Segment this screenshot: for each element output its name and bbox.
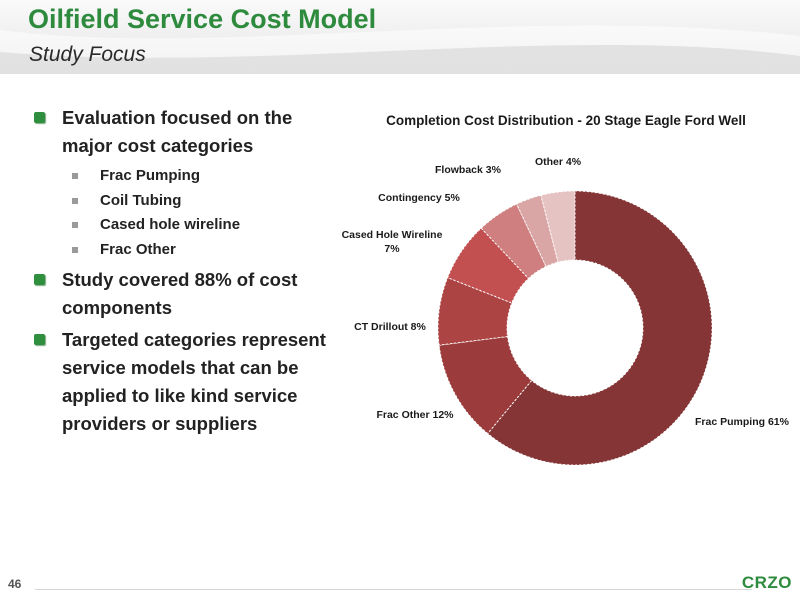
- bullet-marker: [34, 274, 45, 285]
- slice-data-label: Contingency 5%: [378, 192, 460, 204]
- donut-slice: [516, 194, 559, 268]
- bullet-item: Evaluation focused on the major cost cat…: [30, 104, 330, 160]
- slide-subtitle: Study Focus: [29, 43, 146, 66]
- donut-slice: [540, 190, 576, 263]
- sub-bullet-text: Frac Other: [100, 240, 176, 258]
- slice-data-label: Frac Other 12%: [376, 409, 454, 421]
- slide-title: Oilfield Service Cost Model: [28, 4, 377, 34]
- sub-bullet-marker: [72, 246, 78, 253]
- sub-bullet-marker: [72, 222, 78, 228]
- slice-data-label: Frac Pumping 61%: [695, 416, 790, 428]
- header-swoosh-graphic: [0, 25, 800, 74]
- bullet-text: Targeted categories represent service mo…: [62, 329, 326, 434]
- slide-header: Oilfield Service Cost Model Study Focus: [0, 0, 800, 74]
- bullet-marker: [34, 112, 45, 123]
- bullet-text: Study covered 88% of cost components: [62, 269, 298, 318]
- slice-data-label: Other 4%: [535, 156, 582, 168]
- sub-bullet-text: Coil Tubing: [100, 191, 182, 209]
- footer-divider: [35, 589, 752, 590]
- slice-data-label: Flowback 3%: [435, 164, 502, 176]
- donut-slice: [486, 190, 713, 466]
- bullet-marker: [34, 334, 45, 345]
- sub-bullet-marker: [72, 173, 78, 179]
- sub-bullet-item: Coil Tubing: [30, 189, 330, 214]
- chart-title: Completion Cost Distribution - 20 Stage …: [386, 113, 746, 128]
- donut-chart: Completion Cost Distribution - 20 Stage …: [342, 113, 790, 466]
- sub-bullet-list: Frac Pumping Coil Tubing Cased hole wire…: [30, 164, 330, 262]
- sub-bullet-text: Cased hole wireline: [100, 216, 241, 233]
- sub-bullet-marker: [72, 197, 78, 204]
- sub-bullet-item: Cased hole wireline: [30, 213, 330, 238]
- bullet-item: Targeted categories represent service mo…: [30, 326, 330, 438]
- bullet-list: Evaluation focused on the major cost cat…: [30, 104, 330, 442]
- donut-slice: [480, 203, 547, 280]
- sub-bullet-item: Frac Other: [30, 238, 330, 263]
- sub-bullet-text: Frac Pumping: [100, 167, 201, 184]
- donut-slice: [438, 335, 533, 435]
- page-number: 46: [8, 577, 22, 591]
- bullet-item: Study covered 88% of cost components: [30, 266, 330, 322]
- sub-bullet-item: Frac Pumping: [30, 164, 330, 189]
- company-logo: CRZO: [741, 573, 792, 592]
- slice-data-label: Cased Hole Wireline 7%: [342, 229, 443, 255]
- slice-data-label: CT Drillout 8%: [354, 321, 426, 333]
- bullet-text: Evaluation focused on the major cost cat…: [62, 107, 293, 156]
